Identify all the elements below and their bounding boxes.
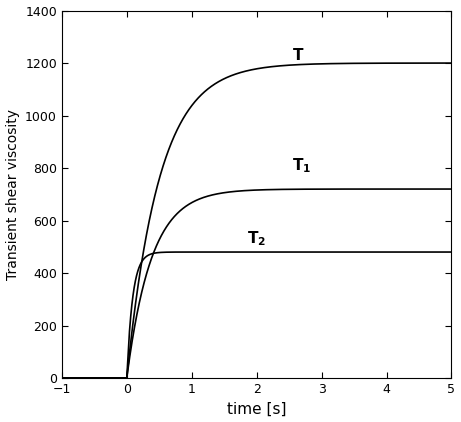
X-axis label: time [s]: time [s] [227,401,286,417]
Text: $\mathbf{T}$: $\mathbf{T}$ [292,47,305,63]
Text: $\mathbf{T_{2}}$: $\mathbf{T_{2}}$ [247,230,266,248]
Y-axis label: Transient shear viscosity: Transient shear viscosity [6,109,19,280]
Text: $\mathbf{T_{1}}$: $\mathbf{T_{1}}$ [292,156,312,175]
